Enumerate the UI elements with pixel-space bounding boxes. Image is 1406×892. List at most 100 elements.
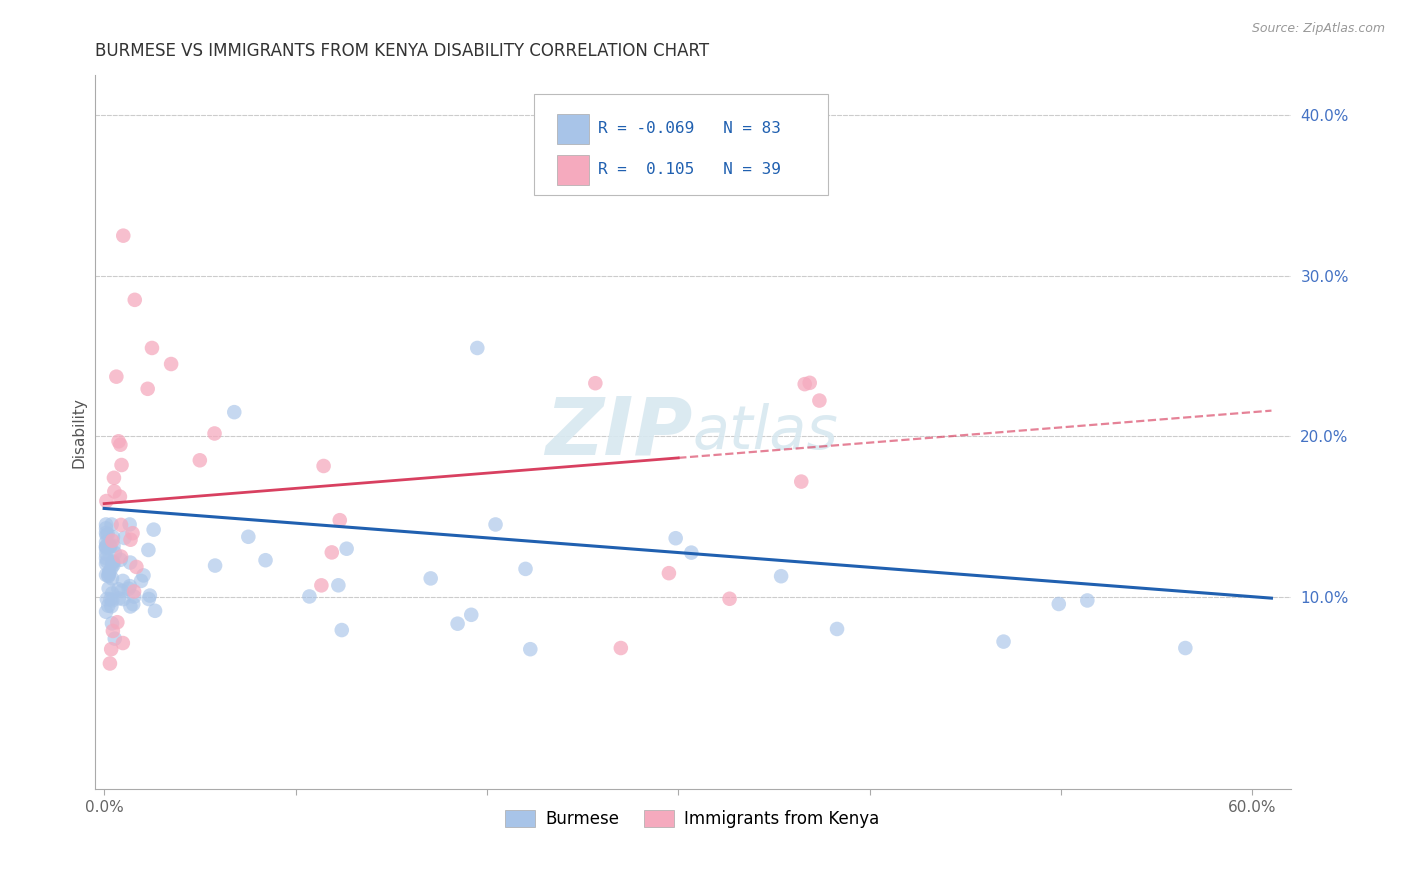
Point bbox=[118, 517, 141, 532]
Point bbox=[101, 571, 124, 585]
Point bbox=[519, 642, 541, 657]
Text: BURMESE VS IMMIGRANTS FROM KENYA DISABILITY CORRELATION CHART: BURMESE VS IMMIGRANTS FROM KENYA DISABIL… bbox=[94, 42, 709, 60]
Point bbox=[136, 382, 159, 396]
Point bbox=[94, 525, 117, 540]
Point bbox=[100, 592, 122, 607]
Point bbox=[825, 622, 848, 636]
Point bbox=[101, 555, 124, 569]
Point bbox=[107, 582, 129, 597]
Point bbox=[808, 393, 831, 408]
Text: atlas: atlas bbox=[693, 403, 838, 461]
Point bbox=[142, 523, 165, 537]
Point bbox=[328, 578, 350, 592]
Point bbox=[97, 569, 120, 583]
Point bbox=[120, 533, 142, 547]
Point bbox=[132, 568, 155, 582]
Point bbox=[94, 540, 117, 554]
Point bbox=[110, 458, 132, 472]
Point bbox=[124, 293, 146, 307]
Point bbox=[96, 494, 118, 508]
Point bbox=[111, 636, 134, 650]
Point bbox=[101, 530, 124, 544]
Point bbox=[96, 528, 118, 542]
Point bbox=[98, 657, 121, 671]
Point bbox=[793, 377, 815, 392]
FancyBboxPatch shape bbox=[557, 114, 589, 144]
Text: Source: ZipAtlas.com: Source: ZipAtlas.com bbox=[1251, 22, 1385, 36]
Point bbox=[101, 624, 124, 638]
FancyBboxPatch shape bbox=[557, 155, 589, 185]
Point bbox=[330, 623, 353, 637]
Point bbox=[336, 541, 359, 556]
Point bbox=[101, 533, 124, 548]
Point bbox=[94, 557, 117, 571]
Point bbox=[96, 554, 118, 568]
Point bbox=[125, 560, 148, 574]
Point bbox=[122, 584, 145, 599]
Point bbox=[111, 583, 134, 598]
Point bbox=[993, 634, 1015, 648]
Point bbox=[100, 517, 122, 532]
Point bbox=[107, 434, 129, 449]
Point bbox=[94, 539, 117, 553]
Point bbox=[460, 607, 482, 622]
Point bbox=[103, 484, 125, 499]
Point bbox=[484, 517, 506, 532]
Point bbox=[224, 405, 246, 419]
Point bbox=[100, 599, 122, 614]
Point bbox=[100, 642, 122, 657]
Text: ZIP: ZIP bbox=[546, 393, 693, 471]
Point bbox=[138, 592, 160, 607]
Point bbox=[419, 571, 441, 585]
Point bbox=[97, 599, 120, 613]
Point bbox=[329, 513, 352, 527]
Point bbox=[103, 471, 125, 485]
Point bbox=[238, 530, 260, 544]
Point bbox=[122, 597, 145, 611]
Point bbox=[105, 369, 128, 384]
Point bbox=[97, 568, 120, 582]
Point bbox=[138, 543, 160, 558]
Text: R = -0.069   N = 83: R = -0.069 N = 83 bbox=[598, 121, 780, 136]
Point bbox=[610, 640, 633, 655]
Point bbox=[103, 539, 125, 553]
Point bbox=[108, 490, 131, 504]
Point bbox=[583, 376, 606, 391]
Point bbox=[658, 566, 681, 581]
Point bbox=[143, 604, 166, 618]
Point bbox=[94, 567, 117, 582]
Point bbox=[101, 586, 124, 600]
Point bbox=[98, 565, 121, 579]
Point bbox=[104, 632, 127, 646]
Point bbox=[103, 558, 125, 572]
Point bbox=[118, 582, 141, 596]
Point bbox=[681, 546, 703, 560]
Point bbox=[100, 561, 122, 575]
Point bbox=[105, 615, 128, 630]
Point bbox=[101, 556, 124, 570]
Point bbox=[94, 605, 117, 619]
Point bbox=[770, 569, 793, 583]
Point bbox=[98, 566, 121, 581]
Point bbox=[112, 228, 135, 243]
Point bbox=[120, 599, 142, 614]
Point bbox=[204, 558, 226, 573]
Point bbox=[114, 531, 136, 545]
Point bbox=[321, 545, 343, 559]
Point bbox=[254, 553, 277, 567]
Point bbox=[94, 535, 117, 549]
Point bbox=[790, 475, 813, 489]
Point bbox=[160, 357, 183, 371]
Point bbox=[515, 562, 537, 576]
Point bbox=[104, 546, 127, 560]
Point bbox=[1047, 597, 1070, 611]
Point bbox=[110, 517, 132, 532]
Point bbox=[122, 590, 145, 604]
Point bbox=[718, 591, 741, 606]
Point bbox=[98, 540, 121, 554]
Point bbox=[141, 341, 163, 355]
Point bbox=[107, 591, 129, 606]
Point bbox=[94, 517, 117, 532]
Point bbox=[204, 426, 226, 441]
Point bbox=[188, 453, 211, 467]
